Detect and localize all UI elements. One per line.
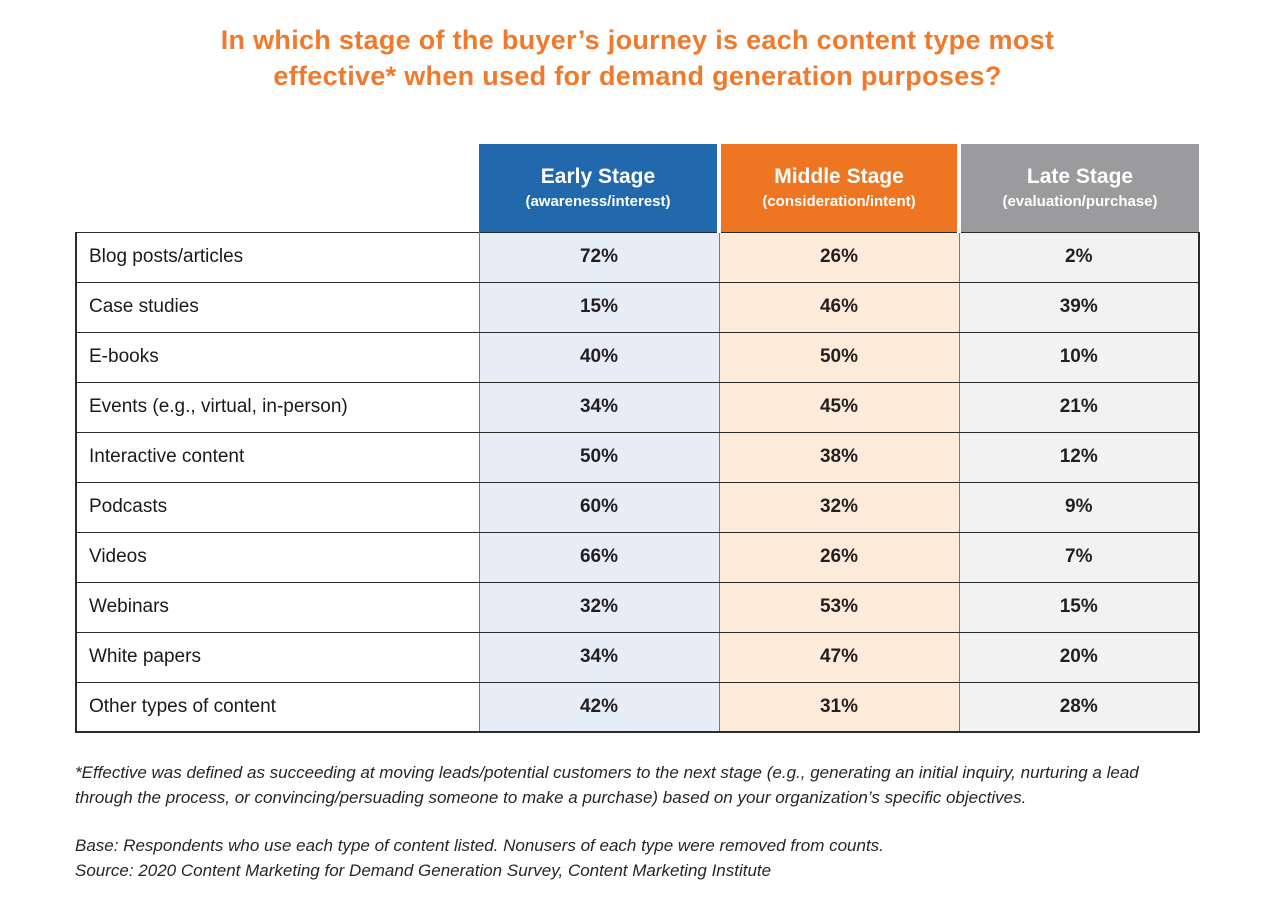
value-cell: 38% bbox=[718, 431, 960, 483]
column-header-label: Middle Stage bbox=[774, 165, 904, 189]
table-row: Videos 66% 26% 7% bbox=[75, 531, 1200, 583]
value-cell: 72% bbox=[478, 231, 720, 283]
row-label: Interactive content bbox=[75, 431, 480, 483]
column-header-sublabel: (awareness/interest) bbox=[525, 193, 671, 211]
column-header-sublabel: (evaluation/purchase) bbox=[1002, 193, 1158, 211]
header-corner-spacer bbox=[76, 144, 479, 232]
base-note: Base: Respondents who use each type of c… bbox=[75, 836, 884, 855]
row-label: Events (e.g., virtual, in-person) bbox=[75, 381, 480, 433]
meta-notes: Base: Respondents who use each type of c… bbox=[75, 833, 1275, 883]
page-title-line2: effective* when used for demand generati… bbox=[273, 61, 1002, 91]
table-body: Blog posts/articles 72% 26% 2% Case studies 1… bbox=[75, 231, 1200, 733]
table-row: Webinars 32% 53% 15% bbox=[75, 581, 1200, 633]
table-row: Other types of content 42% 31% 28% bbox=[75, 681, 1200, 733]
value-cell: 10% bbox=[958, 331, 1200, 383]
source-note: Source: 2020 Content Marketing for Deman… bbox=[75, 861, 772, 880]
effective-definition-footnote: *Effective was defined as succeeding at … bbox=[75, 763, 1139, 807]
table-row: Blog posts/articles 72% 26% 2% bbox=[75, 231, 1200, 283]
value-cell: 66% bbox=[478, 531, 720, 583]
value-cell: 60% bbox=[478, 481, 720, 533]
column-header-early-stage: Early Stage (awareness/interest) bbox=[479, 144, 721, 232]
value-cell: 45% bbox=[718, 381, 960, 433]
table-row: Interactive content 50% 38% 12% bbox=[75, 431, 1200, 483]
column-header-label: Early Stage bbox=[540, 165, 656, 189]
value-cell: 40% bbox=[478, 331, 720, 383]
column-header-label: Late Stage bbox=[1026, 165, 1134, 189]
value-cell: 12% bbox=[958, 431, 1200, 483]
value-cell: 39% bbox=[958, 281, 1200, 333]
table-row: E-books 40% 50% 10% bbox=[75, 331, 1200, 383]
value-cell: 47% bbox=[718, 631, 960, 683]
value-cell: 31% bbox=[718, 681, 960, 733]
table-row: Podcasts 60% 32% 9% bbox=[75, 481, 1200, 533]
value-cell: 50% bbox=[718, 331, 960, 383]
value-cell: 46% bbox=[718, 281, 960, 333]
value-cell: 53% bbox=[718, 581, 960, 633]
value-cell: 21% bbox=[958, 381, 1200, 433]
value-cell: 50% bbox=[478, 431, 720, 483]
value-cell: 20% bbox=[958, 631, 1200, 683]
table-row: Events (e.g., virtual, in-person) 34% 45% 2… bbox=[75, 381, 1200, 433]
value-cell: 34% bbox=[478, 381, 720, 433]
value-cell: 2% bbox=[958, 231, 1200, 283]
column-header-middle-stage: Middle Stage (consideration/intent) bbox=[717, 144, 961, 232]
value-cell: 32% bbox=[478, 581, 720, 633]
value-cell: 15% bbox=[478, 281, 720, 333]
row-label: Case studies bbox=[75, 281, 480, 333]
column-header-late-stage: Late Stage (evaluation/purchase) bbox=[957, 144, 1199, 232]
value-cell: 42% bbox=[478, 681, 720, 733]
value-cell: 32% bbox=[718, 481, 960, 533]
value-cell: 7% bbox=[958, 531, 1200, 583]
table-row: White papers 34% 47% 20% bbox=[75, 631, 1200, 683]
value-cell: 34% bbox=[478, 631, 720, 683]
value-cell: 15% bbox=[958, 581, 1200, 633]
column-header-sublabel: (consideration/intent) bbox=[762, 193, 916, 211]
row-label: Blog posts/articles bbox=[75, 231, 480, 283]
row-label: E-books bbox=[75, 331, 480, 383]
page-title-line1: In which stage of the buyer’s journey is… bbox=[220, 25, 1055, 55]
page-title: In which stage of the buyer’s journey is… bbox=[0, 0, 1275, 94]
table-header: Early Stage (awareness/interest) Middle … bbox=[76, 144, 1199, 232]
row-label: Podcasts bbox=[75, 481, 480, 533]
value-cell: 26% bbox=[718, 231, 960, 283]
row-label: Videos bbox=[75, 531, 480, 583]
value-cell: 26% bbox=[718, 531, 960, 583]
row-label: White papers bbox=[75, 631, 480, 683]
table-row: Case studies 15% 46% 39% bbox=[75, 281, 1200, 333]
row-label: Webinars bbox=[75, 581, 480, 633]
value-cell: 9% bbox=[958, 481, 1200, 533]
value-cell: 28% bbox=[958, 681, 1200, 733]
row-label: Other types of content bbox=[75, 681, 480, 733]
header-row: Early Stage (awareness/interest) Middle … bbox=[76, 144, 1199, 232]
content-effectiveness-table: Early Stage (awareness/interest) Middle … bbox=[75, 144, 1200, 733]
